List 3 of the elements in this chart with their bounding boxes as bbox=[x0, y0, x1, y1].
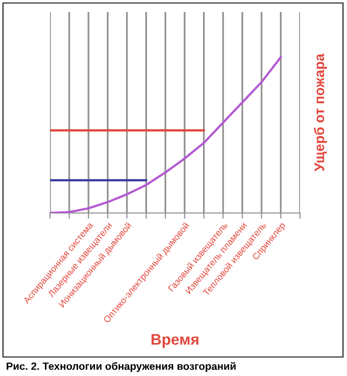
text: Рис. 2. Технологии обнаружения возгораний bbox=[6, 362, 236, 372]
x-axis-title: Время bbox=[152, 334, 198, 348]
y2-axis-title: Ущерб от пожара bbox=[314, 53, 327, 172]
